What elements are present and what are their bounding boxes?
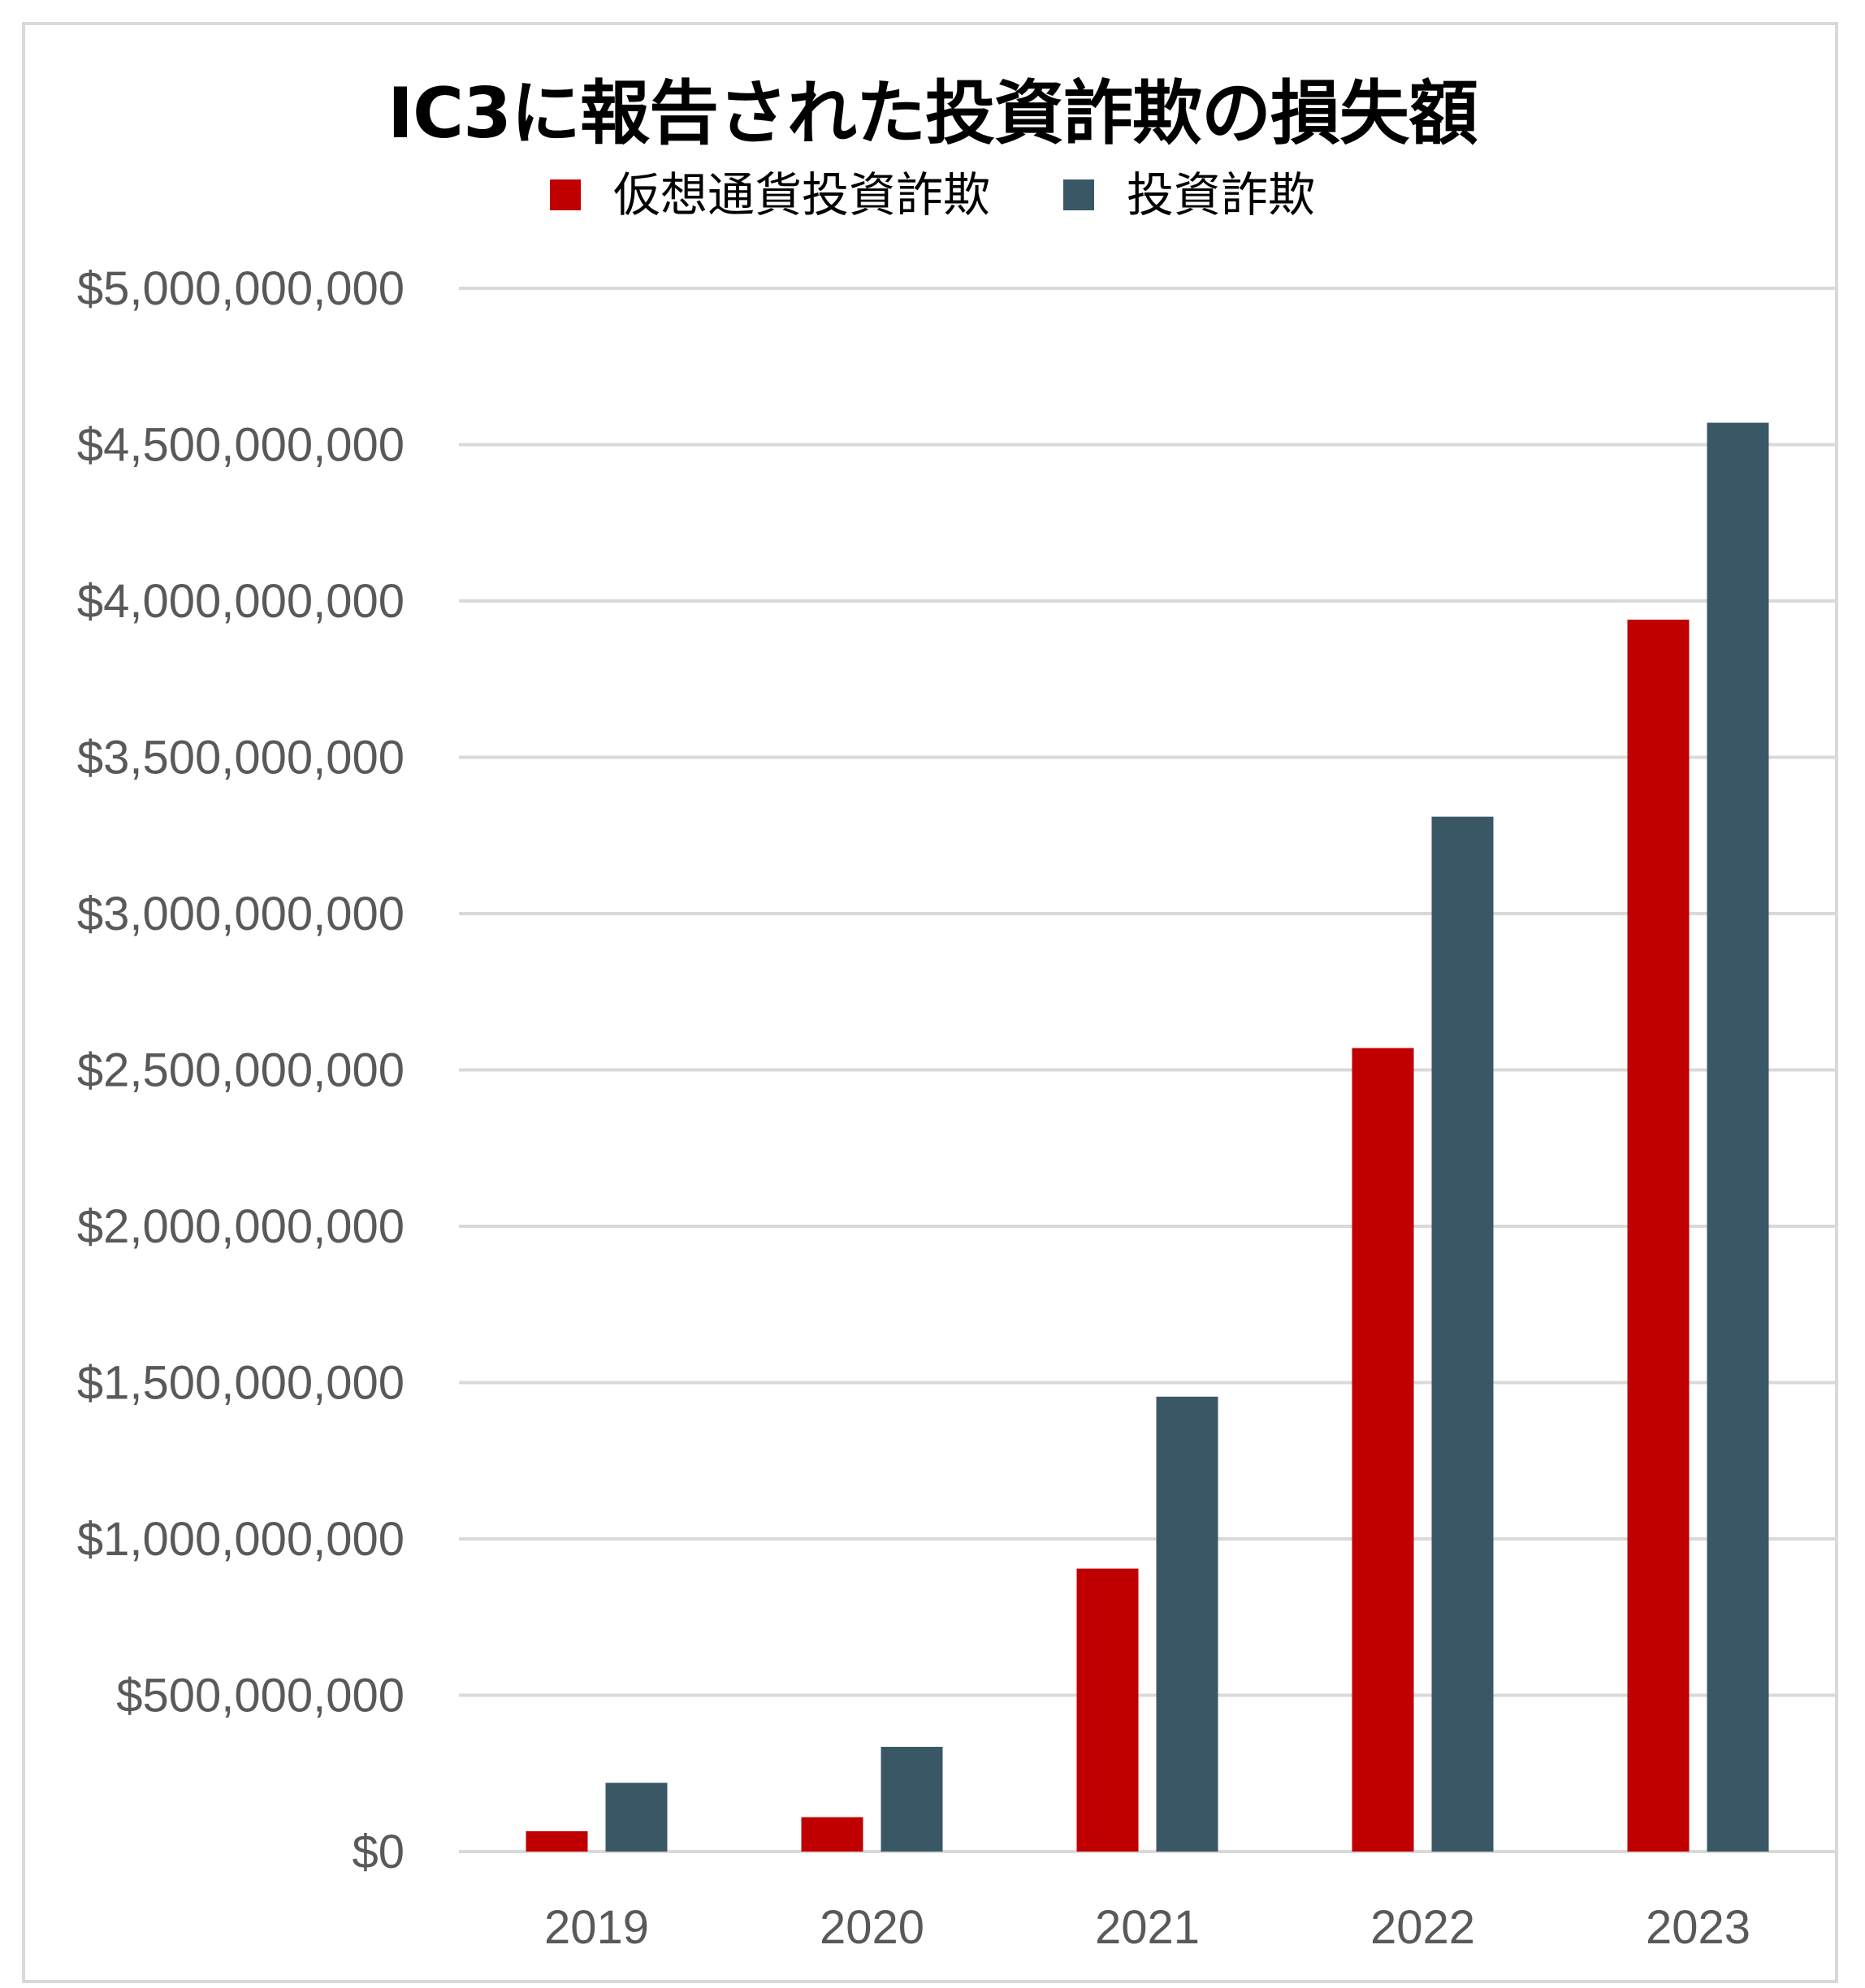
- legend-swatch-crypto-investment-fraud: [549, 179, 581, 210]
- x-tick-label-2021: 2021: [1095, 1901, 1200, 1954]
- legend-item-investment-fraud: 投資詐欺: [1063, 162, 1315, 227]
- legend-label-crypto-investment-fraud: 仮想通貨投資詐欺: [612, 167, 990, 223]
- x-tick-label-2023: 2023: [1646, 1901, 1750, 1954]
- y-tick-label-5: $2,500,000,000: [77, 1044, 405, 1097]
- legend-item-crypto-investment-fraud: 仮想通貨投資詐欺: [549, 162, 990, 227]
- y-tick-label-2: $1,000,000,000: [77, 1513, 405, 1566]
- bar-series0-2021: [1076, 1568, 1139, 1852]
- y-tick-label-4: $2,000,000,000: [77, 1200, 405, 1253]
- bar-series0-2019: [526, 1830, 588, 1852]
- bar-series1-2021: [1156, 1396, 1218, 1852]
- bar-series0-2023: [1627, 620, 1690, 1852]
- bar-series1-2019: [605, 1783, 668, 1852]
- legend-swatch-investment-fraud: [1063, 179, 1094, 210]
- y-tick-label-6: $3,000,000,000: [77, 888, 405, 940]
- bar-series1-2023: [1707, 422, 1769, 1852]
- x-tick-label-2019: 2019: [544, 1901, 649, 1954]
- chart-title: IC3に報告された投資詐欺の損失額: [387, 73, 1478, 154]
- legend-label-investment-fraud: 投資詐欺: [1127, 167, 1316, 223]
- y-tick-label-8: $4,000,000,000: [77, 575, 405, 628]
- y-tick-label-7: $3,500,000,000: [77, 732, 405, 784]
- y-tick-label-10: $5,000,000,000: [77, 262, 405, 315]
- chart-frame: [22, 22, 1838, 1983]
- bar-series0-2022: [1352, 1048, 1414, 1852]
- chart-legend: 仮想通貨投資詐欺 投資詐欺: [0, 162, 1865, 227]
- y-tick-label-1: $500,000,000: [116, 1670, 405, 1722]
- y-tick-label-3: $1,500,000,000: [77, 1357, 405, 1410]
- bar-series1-2022: [1431, 816, 1494, 1852]
- x-tick-label-2022: 2022: [1370, 1901, 1475, 1954]
- bar-series1-2020: [881, 1747, 943, 1852]
- x-tick-label-2020: 2020: [820, 1901, 924, 1954]
- y-tick-label-9: $4,500,000,000: [77, 419, 405, 472]
- y-tick-label-0: $0: [352, 1826, 405, 1878]
- bar-series0-2020: [801, 1817, 863, 1852]
